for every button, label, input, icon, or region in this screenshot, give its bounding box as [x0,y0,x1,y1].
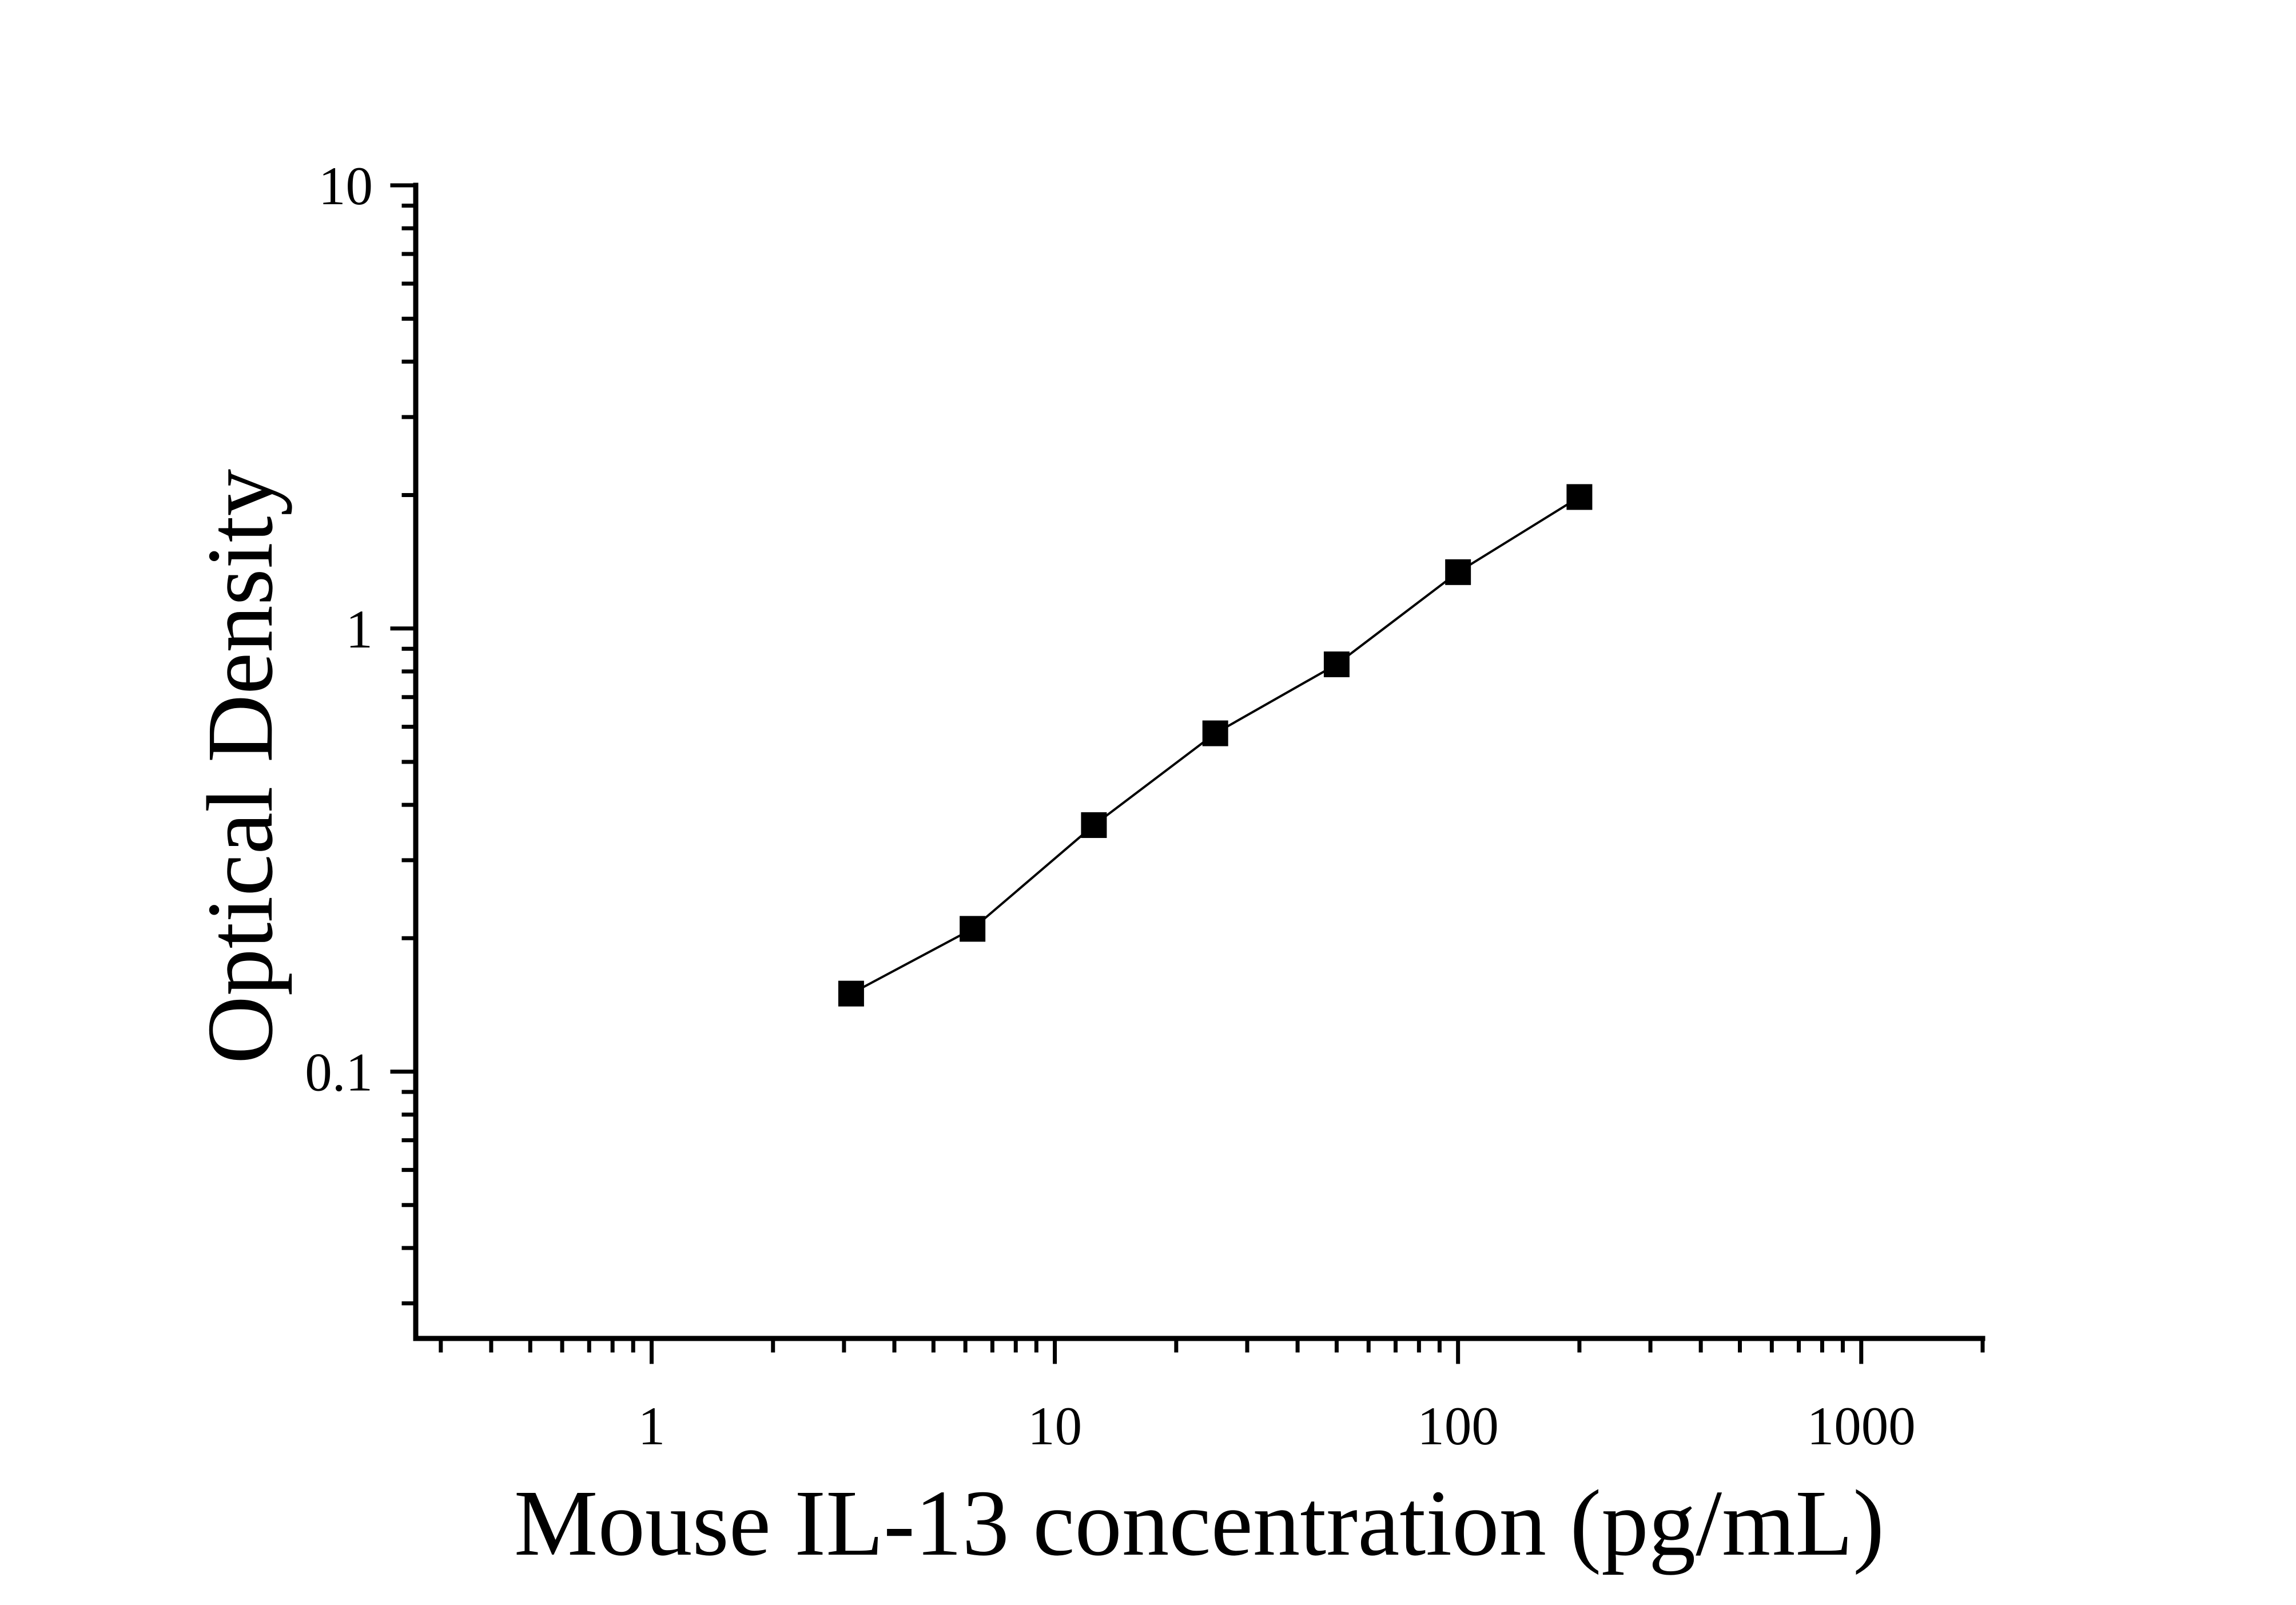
x-tick-label: 100 [1417,1396,1499,1456]
x-axis-title: Mouse IL-13 concentration (pg/mL) [514,1471,1885,1575]
y-tick-label: 0.1 [305,1042,373,1103]
data-point-marker [1566,484,1593,510]
y-tick-label: 10 [319,156,373,216]
y-axis-title: Optical Density [188,468,292,1064]
data-point-marker [1445,559,1471,585]
x-tick-label: 1 [638,1396,666,1456]
data-point-marker [1202,720,1228,746]
x-tick-label: 1000 [1807,1396,1916,1456]
data-point-marker [1323,651,1350,677]
x-tick-label: 10 [1028,1396,1082,1456]
data-point-marker [960,916,986,942]
data-point-marker [1081,812,1107,839]
y-tick-label: 1 [346,599,373,660]
data-point-marker [838,980,864,1007]
